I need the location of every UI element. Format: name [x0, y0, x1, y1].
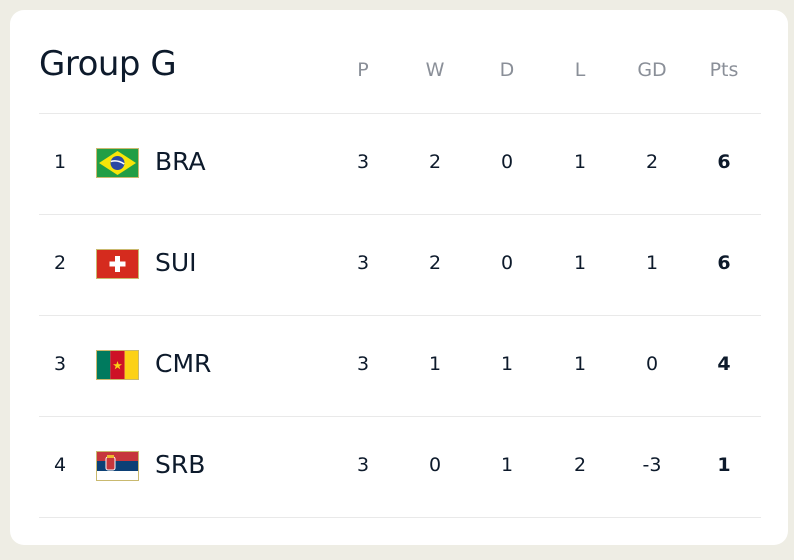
flag-image [96, 249, 139, 279]
rank: 3 [53, 353, 67, 375]
flag-image [96, 148, 139, 178]
rank: 4 [53, 454, 67, 476]
team-code: SUI [155, 248, 197, 277]
stat: 3 [356, 252, 370, 274]
rank: 1 [53, 151, 67, 173]
team-code: SRB [155, 450, 206, 479]
stat: 3 [356, 353, 370, 375]
column-header: GD [637, 59, 667, 81]
divider [39, 214, 761, 215]
team-flag [96, 148, 139, 178]
stat: 1 [500, 353, 514, 375]
stat: 1 [645, 252, 659, 274]
column-header: D [499, 59, 515, 81]
points: 4 [717, 353, 731, 375]
column-header: W [425, 59, 445, 81]
team-flag [96, 249, 139, 279]
stat: 1 [573, 353, 587, 375]
stat: 2 [428, 252, 442, 274]
stat: 0 [428, 454, 442, 476]
stat: 0 [645, 353, 659, 375]
stat: 3 [356, 454, 370, 476]
points: 1 [717, 454, 731, 476]
flag-image [96, 350, 139, 380]
stat: 1 [573, 252, 587, 274]
stat: 2 [573, 454, 587, 476]
stat: -3 [642, 454, 662, 476]
stat: 1 [428, 353, 442, 375]
stat: 0 [500, 252, 514, 274]
column-header: P [357, 59, 369, 81]
stat: 3 [356, 151, 370, 173]
points: 6 [717, 252, 731, 274]
team-flag [96, 451, 139, 481]
divider [39, 113, 761, 114]
group-title: Group G [39, 44, 177, 84]
team-flag [96, 350, 139, 380]
divider [39, 416, 761, 417]
team-code: BRA [155, 147, 206, 176]
divider [39, 517, 761, 518]
stat: 1 [500, 454, 514, 476]
stat: 0 [500, 151, 514, 173]
column-header: L [574, 59, 586, 81]
standings-card: Group G P W D L GD Pts 1 BRA 3 2 0 1 2 6 2 SUI 3 2 0 1 1 6 3 CM… [10, 10, 788, 545]
team-code: CMR [155, 349, 212, 378]
column-header: Pts [709, 59, 739, 81]
points: 6 [717, 151, 731, 173]
stat: 1 [573, 151, 587, 173]
divider [39, 315, 761, 316]
stat: 2 [428, 151, 442, 173]
rank: 2 [53, 252, 67, 274]
flag-image [96, 451, 139, 481]
stat: 2 [645, 151, 659, 173]
